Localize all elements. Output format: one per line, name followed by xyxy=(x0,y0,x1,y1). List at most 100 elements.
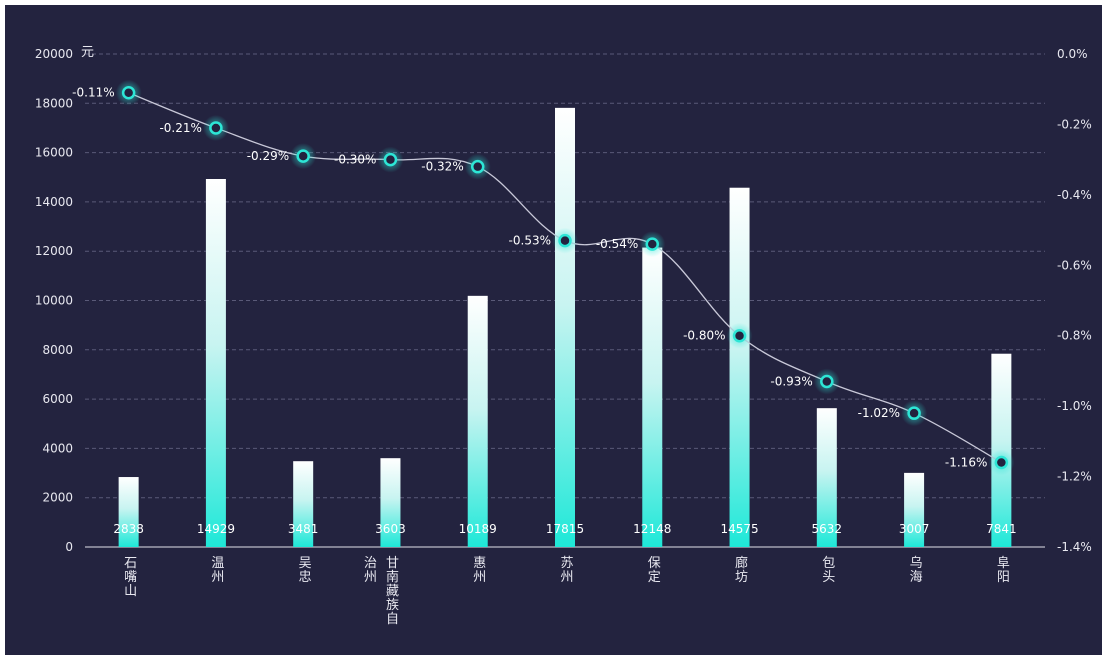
line-marker xyxy=(820,374,834,389)
x-category-label: 乌海 xyxy=(910,555,923,585)
x-category-label: 吴忠 xyxy=(299,556,312,585)
x-category-char: 州 xyxy=(211,570,224,585)
x-category-char: 吴 xyxy=(299,556,312,571)
y-right-tick-label: 0.0% xyxy=(1057,47,1088,61)
bar-value-label: 3603 xyxy=(375,522,406,536)
x-category-char: 嘴 xyxy=(124,570,137,585)
x-category-char: 藏 xyxy=(386,584,399,599)
bar-value-label: 14929 xyxy=(197,522,235,536)
line-marker xyxy=(732,328,747,343)
bar-layer xyxy=(118,107,1012,547)
x-category-char: 乌 xyxy=(910,555,923,571)
bar-value-label: 5632 xyxy=(812,522,843,536)
y-right-tick-label: -0.6% xyxy=(1057,258,1092,272)
bar xyxy=(118,477,139,547)
y-right-tick-label: -0.8% xyxy=(1057,329,1092,343)
line-value-label: -0.30% xyxy=(334,153,376,167)
x-category-char: 州 xyxy=(473,570,486,585)
line-value-label: -1.16% xyxy=(945,455,987,469)
x-category-char: 包 xyxy=(822,556,835,571)
x-category-char: 州 xyxy=(560,570,573,585)
bar xyxy=(205,179,226,547)
bar-value-label: 3007 xyxy=(899,522,930,536)
line-value-label: -0.53% xyxy=(509,234,551,248)
line-value-label: -0.21% xyxy=(159,121,201,135)
x-category-char: 坊 xyxy=(735,570,748,585)
x-category-char: 族 xyxy=(386,597,399,613)
y-left-tick-label: 14000 xyxy=(35,195,73,209)
x-category-char: 廊 xyxy=(735,555,748,571)
x-category-label: 包头 xyxy=(822,556,835,585)
chart-panel: 0 2000 4000 6000 8000 10000 12000 14000 16000 180… xyxy=(5,5,1102,655)
x-category-char: 头 xyxy=(822,570,835,585)
x-category-char: 南 xyxy=(386,569,399,585)
bar xyxy=(904,472,925,547)
x-category-label: 保定 xyxy=(648,556,661,585)
x-category-char: 定 xyxy=(648,570,661,585)
line-layer xyxy=(115,79,1015,476)
line-marker xyxy=(470,159,485,174)
y-left-unit-label: 元 xyxy=(81,45,94,60)
x-category-char: 治 xyxy=(364,556,377,571)
y-left-tick-label: 8000 xyxy=(42,343,73,357)
y-left-tick-label: 12000 xyxy=(35,244,73,258)
bar xyxy=(467,295,488,547)
y-right-tick-label: -1.2% xyxy=(1057,470,1092,484)
line-marker xyxy=(994,455,1009,470)
line-value-label: -0.80% xyxy=(683,329,725,343)
bar-value-label: 12148 xyxy=(633,522,671,536)
line-value-label: -0.93% xyxy=(770,374,812,388)
line-value-label: -0.32% xyxy=(421,160,463,174)
x-category-char: 海 xyxy=(910,570,923,585)
bar xyxy=(555,107,575,547)
x-category-char: 温 xyxy=(211,556,224,571)
x-category-char: 石 xyxy=(124,556,137,571)
line-marker xyxy=(383,152,398,167)
y-left-tick-label: 0 xyxy=(65,540,73,554)
y-left-tick-label: 18000 xyxy=(35,96,73,110)
bar xyxy=(816,408,837,547)
x-category-label: 阜阳 xyxy=(997,555,1010,585)
bar-value-label: 17815 xyxy=(546,522,584,536)
x-category-char: 山 xyxy=(124,584,137,599)
y-right-tick-label: -1.4% xyxy=(1057,540,1092,554)
x-category-char: 阜 xyxy=(997,555,1010,571)
x-category-char: 甘 xyxy=(386,556,399,571)
bar xyxy=(729,187,750,547)
x-category-char: 苏 xyxy=(560,555,573,571)
line-value-label: -0.11% xyxy=(72,86,114,100)
x-category-char: 州 xyxy=(364,570,377,585)
x-category-char: 保 xyxy=(648,556,661,571)
combo-chart: 0 2000 4000 6000 8000 10000 12000 14000 16000 180… xyxy=(35,45,1092,627)
axis-layer: 0 2000 4000 6000 8000 10000 12000 14000 16000 180… xyxy=(35,45,1092,627)
y-right-tick-label: -1.0% xyxy=(1057,399,1092,413)
bar-value-label: 14575 xyxy=(720,522,758,536)
y-left-tick-label: 6000 xyxy=(42,392,73,406)
x-category-char: 惠 xyxy=(473,556,486,571)
x-category-label: 苏州 xyxy=(560,555,573,585)
x-category-char: 忠 xyxy=(299,570,312,585)
x-category-label: 廊坊 xyxy=(735,555,748,585)
x-category-char: 自 xyxy=(386,612,399,627)
y-left-tick-label: 16000 xyxy=(35,146,73,160)
y-left-tick-label: 2000 xyxy=(42,491,73,505)
y-right-tick-label: -0.4% xyxy=(1057,188,1092,202)
line-marker xyxy=(209,121,223,135)
line-value-label: -0.54% xyxy=(596,237,638,251)
bar-value-label: 7841 xyxy=(986,522,1017,536)
line-marker xyxy=(121,85,136,100)
line-value-label: -0.29% xyxy=(247,149,289,163)
bar xyxy=(293,461,314,547)
y-left-tick-label: 4000 xyxy=(42,441,73,455)
line-marker xyxy=(645,237,660,251)
bar-value-label: 3481 xyxy=(288,522,319,536)
x-category-label: 石嘴山 xyxy=(124,556,137,599)
line-marker xyxy=(296,149,310,163)
y-left-tick-label: 10000 xyxy=(35,294,73,308)
line-marker xyxy=(558,233,572,248)
bar xyxy=(380,458,401,547)
x-category-label: 惠州 xyxy=(473,556,486,585)
bar-value-label: 2838 xyxy=(113,522,144,536)
line-marker xyxy=(907,406,921,420)
x-category-label: 温州 xyxy=(211,556,224,585)
